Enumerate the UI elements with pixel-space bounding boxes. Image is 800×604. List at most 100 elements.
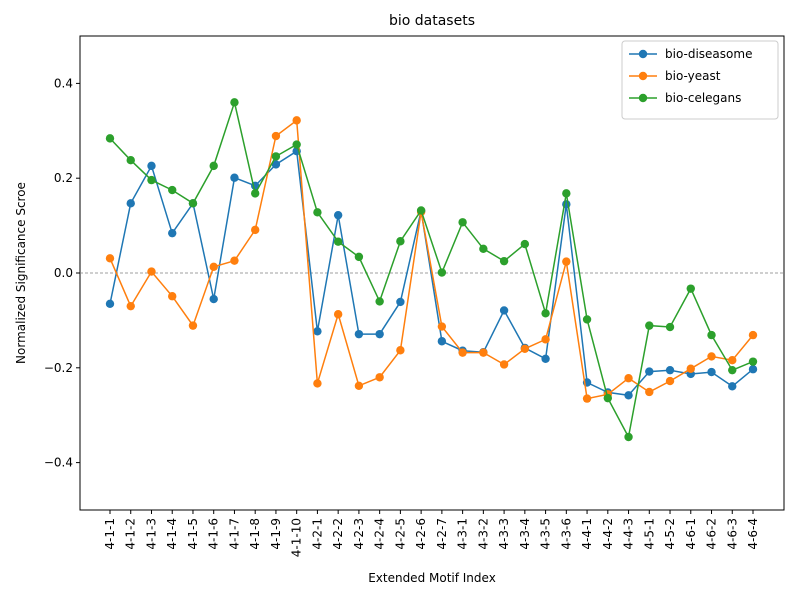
series-line — [109, 99, 754, 440]
x-tick-label: 4-2-7 — [435, 518, 449, 550]
data-point — [479, 348, 488, 357]
legend-item: bio-yeast — [629, 69, 721, 83]
x-tick-label: 4-6-4 — [746, 518, 760, 550]
y-tick-label: 0.0 — [54, 266, 73, 280]
data-point — [292, 116, 301, 125]
x-tick-label: 4-4-3 — [622, 518, 636, 550]
data-point — [520, 344, 530, 354]
data-point — [188, 199, 198, 208]
data-point — [375, 297, 384, 306]
series-layer — [105, 98, 758, 442]
x-tick-label: 4-4-2 — [601, 518, 615, 550]
data-point — [126, 155, 135, 165]
x-tick-label: 4-1-10 — [290, 518, 304, 557]
x-tick-label: 4-1-3 — [144, 518, 158, 550]
data-point — [499, 360, 509, 369]
data-point — [748, 330, 758, 340]
legend-swatch-marker — [638, 49, 648, 59]
legend-label: bio-yeast — [665, 69, 721, 83]
data-point — [728, 356, 737, 365]
data-point — [271, 160, 281, 169]
data-point — [624, 391, 633, 400]
data-point — [728, 382, 737, 391]
x-tick-label: 4-2-2 — [331, 518, 345, 550]
data-point — [313, 379, 322, 388]
data-point — [105, 254, 115, 263]
legend-swatch-marker — [638, 71, 648, 81]
legend-label: bio-diseasome — [665, 47, 752, 61]
data-point — [126, 301, 135, 311]
data-point — [230, 256, 239, 265]
data-point — [209, 262, 218, 272]
data-point — [437, 322, 447, 331]
data-point — [271, 152, 281, 161]
data-point — [665, 322, 675, 332]
x-tick-label: 4-3-1 — [456, 518, 470, 550]
x-axis-label: Extended Motif Index — [368, 571, 496, 585]
data-point — [499, 256, 509, 266]
data-point — [499, 306, 509, 315]
series-bio-diseasome — [105, 146, 758, 400]
data-point — [168, 228, 177, 238]
data-point — [520, 239, 530, 249]
y-tick-label: −0.2 — [44, 361, 73, 375]
data-point — [458, 348, 467, 357]
data-point — [665, 376, 675, 386]
x-tick-label: 4-6-1 — [684, 518, 698, 550]
data-point — [416, 206, 426, 215]
data-point — [147, 161, 156, 171]
y-tick-label: 0.4 — [54, 76, 73, 90]
data-point — [437, 337, 447, 346]
x-tick-label: 4-2-4 — [373, 518, 387, 550]
x-tick-label: 4-1-7 — [227, 518, 241, 550]
data-point — [748, 357, 758, 366]
data-point — [188, 321, 198, 330]
data-point — [230, 173, 239, 182]
y-tick-label: −0.4 — [44, 456, 73, 470]
data-point — [541, 309, 550, 318]
x-tick-label: 4-2-3 — [352, 518, 366, 550]
data-point — [458, 218, 467, 227]
y-axis: −0.4 −0.2 0.0 0.2 0.4 — [44, 76, 80, 470]
data-point — [541, 335, 550, 344]
data-point — [354, 329, 364, 339]
data-point — [603, 393, 613, 403]
x-tick-label: 4-2-1 — [310, 518, 324, 550]
series-line — [109, 149, 754, 397]
data-point — [147, 175, 156, 185]
x-tick-label: 4-2-6 — [414, 518, 428, 550]
x-tick-label: 4-3-3 — [497, 518, 511, 550]
data-point — [250, 189, 260, 198]
legend-item: bio-diseasome — [629, 47, 752, 61]
data-point — [375, 329, 384, 339]
data-point — [645, 321, 654, 330]
legend: bio-diseasome bio-yeast bio-celegans — [621, 40, 779, 120]
data-point — [665, 365, 675, 375]
data-point — [748, 365, 758, 374]
data-point — [396, 346, 405, 355]
data-point — [105, 299, 115, 309]
data-point — [624, 374, 633, 383]
data-point — [541, 354, 550, 363]
data-point — [354, 381, 364, 391]
data-point — [250, 225, 260, 235]
data-point — [645, 367, 654, 376]
y-axis-label: Normalized Significance Scroe — [14, 182, 28, 364]
x-tick-label: 4-2-5 — [393, 518, 407, 550]
data-point — [396, 237, 405, 246]
x-tick-label: 4-3-5 — [539, 518, 553, 550]
data-point — [582, 394, 592, 403]
x-tick-label: 4-6-2 — [705, 518, 719, 550]
data-point — [582, 315, 592, 324]
x-tick-label: 4-1-6 — [207, 518, 221, 550]
legend-item: bio-celegans — [629, 91, 741, 105]
data-point — [271, 131, 281, 141]
data-point — [147, 267, 156, 276]
data-point — [686, 284, 695, 293]
x-tick-label: 4-3-6 — [559, 518, 573, 550]
series-bio-celegans — [105, 98, 758, 442]
data-point — [209, 294, 218, 304]
data-point — [479, 244, 488, 254]
